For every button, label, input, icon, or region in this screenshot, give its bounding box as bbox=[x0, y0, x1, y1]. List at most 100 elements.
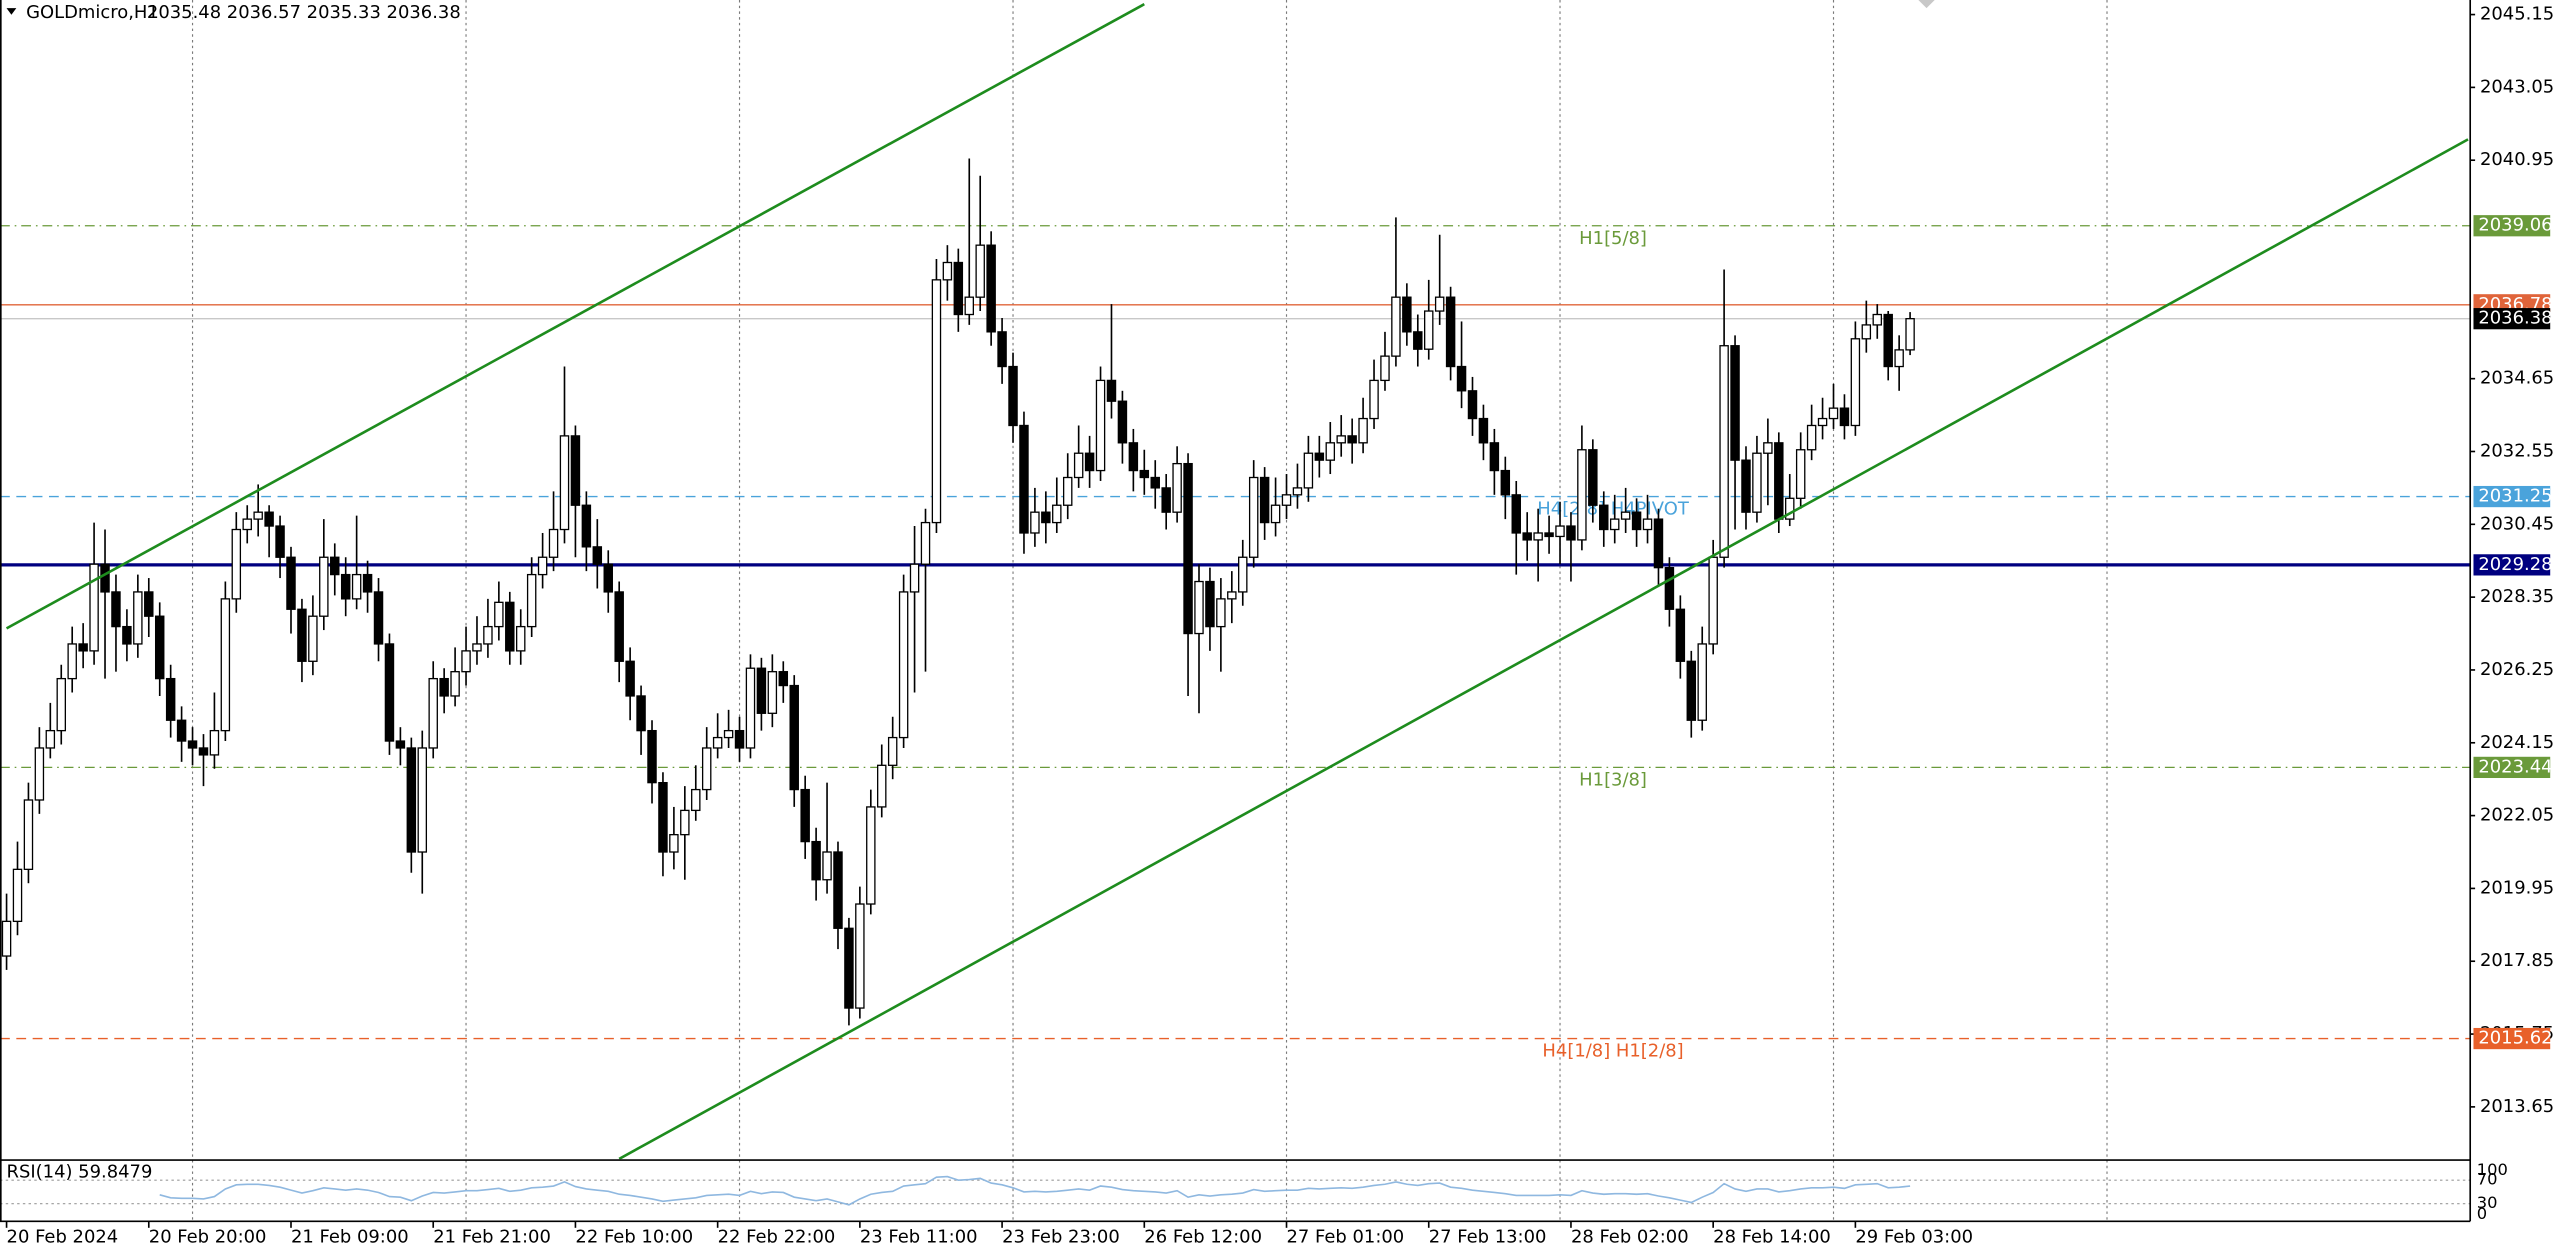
candle-body bbox=[1588, 449, 1598, 506]
candle-body bbox=[1599, 504, 1609, 531]
y-tick-label: 2043.05 bbox=[2480, 76, 2554, 97]
candle-body bbox=[1292, 487, 1303, 496]
level-price-box bbox=[2473, 215, 2551, 237]
candle-body bbox=[723, 729, 734, 739]
candle-body bbox=[1489, 442, 1500, 472]
candle-body bbox=[1117, 400, 1128, 444]
x-tick-label: 27 Feb 13:00 bbox=[1429, 1227, 1547, 1248]
candle-body bbox=[1424, 310, 1434, 350]
candle-body bbox=[1817, 417, 1828, 427]
level-name: H4[1/8] H1[2/8] bbox=[1542, 1041, 1683, 1062]
candle-body bbox=[1216, 598, 1226, 628]
candle-body bbox=[1380, 355, 1390, 382]
candle-body bbox=[483, 625, 493, 645]
y-tick-label: 2022.05 bbox=[2480, 805, 2554, 826]
candle-body bbox=[1073, 452, 1084, 479]
candle-body bbox=[1708, 556, 1718, 645]
candle-body bbox=[1522, 532, 1532, 541]
candle-body bbox=[111, 591, 121, 628]
candle-body bbox=[964, 296, 974, 316]
candle-body bbox=[1467, 390, 1478, 420]
y-tick-label: 2024.15 bbox=[2480, 732, 2554, 753]
candle-body bbox=[833, 851, 843, 929]
candle-body bbox=[1281, 494, 1292, 506]
rsi-tick-label: 0 bbox=[2477, 1204, 2487, 1223]
level-name: H1[5/8] bbox=[1579, 228, 1647, 249]
candle-body bbox=[909, 563, 920, 593]
candle-body bbox=[472, 643, 482, 652]
candle-body bbox=[1402, 296, 1412, 333]
rsi-tick-label: 70 bbox=[2477, 1170, 2498, 1189]
candle-body bbox=[461, 650, 471, 673]
candle-body bbox=[1653, 518, 1664, 569]
candle-body bbox=[1752, 452, 1762, 513]
candle-body bbox=[1358, 417, 1368, 444]
candle-body bbox=[1620, 511, 1631, 520]
trend-line bbox=[618, 138, 2469, 1160]
candle-body bbox=[1445, 296, 1456, 368]
candle-body bbox=[1850, 338, 1861, 427]
candle-body bbox=[1478, 417, 1489, 444]
candle-body bbox=[1270, 504, 1281, 524]
candle-body bbox=[154, 615, 165, 680]
candle-body bbox=[844, 927, 854, 1009]
candle-body bbox=[23, 799, 34, 870]
y-tick-label: 2030.45 bbox=[2480, 513, 2554, 534]
candle-body bbox=[1719, 345, 1729, 558]
candle-body bbox=[997, 331, 1007, 368]
candle-body bbox=[1806, 424, 1817, 451]
candle-body bbox=[1347, 435, 1357, 444]
candle-body bbox=[1314, 452, 1325, 461]
candle-body bbox=[789, 684, 799, 791]
candle-body bbox=[34, 747, 45, 801]
candle-body bbox=[548, 528, 559, 558]
candle-body bbox=[1161, 487, 1171, 513]
candle-body bbox=[1369, 379, 1379, 420]
candle-body bbox=[439, 677, 449, 697]
candle-body bbox=[1774, 442, 1784, 520]
candle-body bbox=[187, 740, 198, 749]
candle-body bbox=[253, 511, 263, 520]
candle-body bbox=[603, 563, 613, 593]
x-tick-label: 26 Feb 12:00 bbox=[1144, 1227, 1262, 1248]
candle-body bbox=[1795, 449, 1806, 499]
candle-body bbox=[1511, 494, 1521, 534]
level-price-box bbox=[2473, 308, 2551, 330]
candle-body bbox=[1325, 442, 1336, 461]
candle-body bbox=[340, 573, 351, 600]
candle-body bbox=[1062, 476, 1073, 506]
candle-body bbox=[855, 903, 865, 1009]
candle-body bbox=[1675, 608, 1686, 662]
candle-body bbox=[953, 261, 964, 316]
y-tick-label: 2019.95 bbox=[2480, 877, 2554, 898]
menu-arrow[interactable] bbox=[6, 8, 17, 15]
level-price-label: 2015.62 bbox=[2478, 1028, 2552, 1049]
candle-body bbox=[1500, 469, 1511, 496]
candle-body bbox=[1194, 580, 1204, 635]
candle-body bbox=[165, 677, 176, 721]
candle-body bbox=[428, 677, 438, 749]
candle-body bbox=[1248, 476, 1259, 558]
candle-body bbox=[275, 525, 285, 558]
chart-title: GOLDmicro,H1 bbox=[26, 2, 159, 23]
candle-body bbox=[56, 677, 66, 732]
candle-body bbox=[1303, 452, 1314, 489]
candle-body bbox=[231, 528, 242, 600]
level-price-label: 2031.25 bbox=[2478, 486, 2552, 507]
candle-body bbox=[1664, 567, 1675, 610]
candle-body bbox=[822, 851, 832, 881]
y-tick-label: 2040.95 bbox=[2480, 149, 2554, 170]
candle-body bbox=[1456, 365, 1467, 392]
candle-body bbox=[176, 719, 187, 742]
y-tick-label: 2034.65 bbox=[2480, 368, 2554, 389]
x-tick-label: 28 Feb 02:00 bbox=[1571, 1227, 1689, 1248]
candle-body bbox=[494, 601, 504, 628]
candle-body bbox=[45, 729, 56, 749]
trend-layer bbox=[5, 3, 2469, 1160]
candle-body bbox=[373, 591, 384, 645]
candle-body bbox=[1894, 349, 1904, 368]
candle-body bbox=[1533, 532, 1543, 541]
candle-body bbox=[1128, 442, 1139, 472]
candle-body bbox=[756, 667, 767, 714]
candle-body bbox=[712, 736, 723, 749]
